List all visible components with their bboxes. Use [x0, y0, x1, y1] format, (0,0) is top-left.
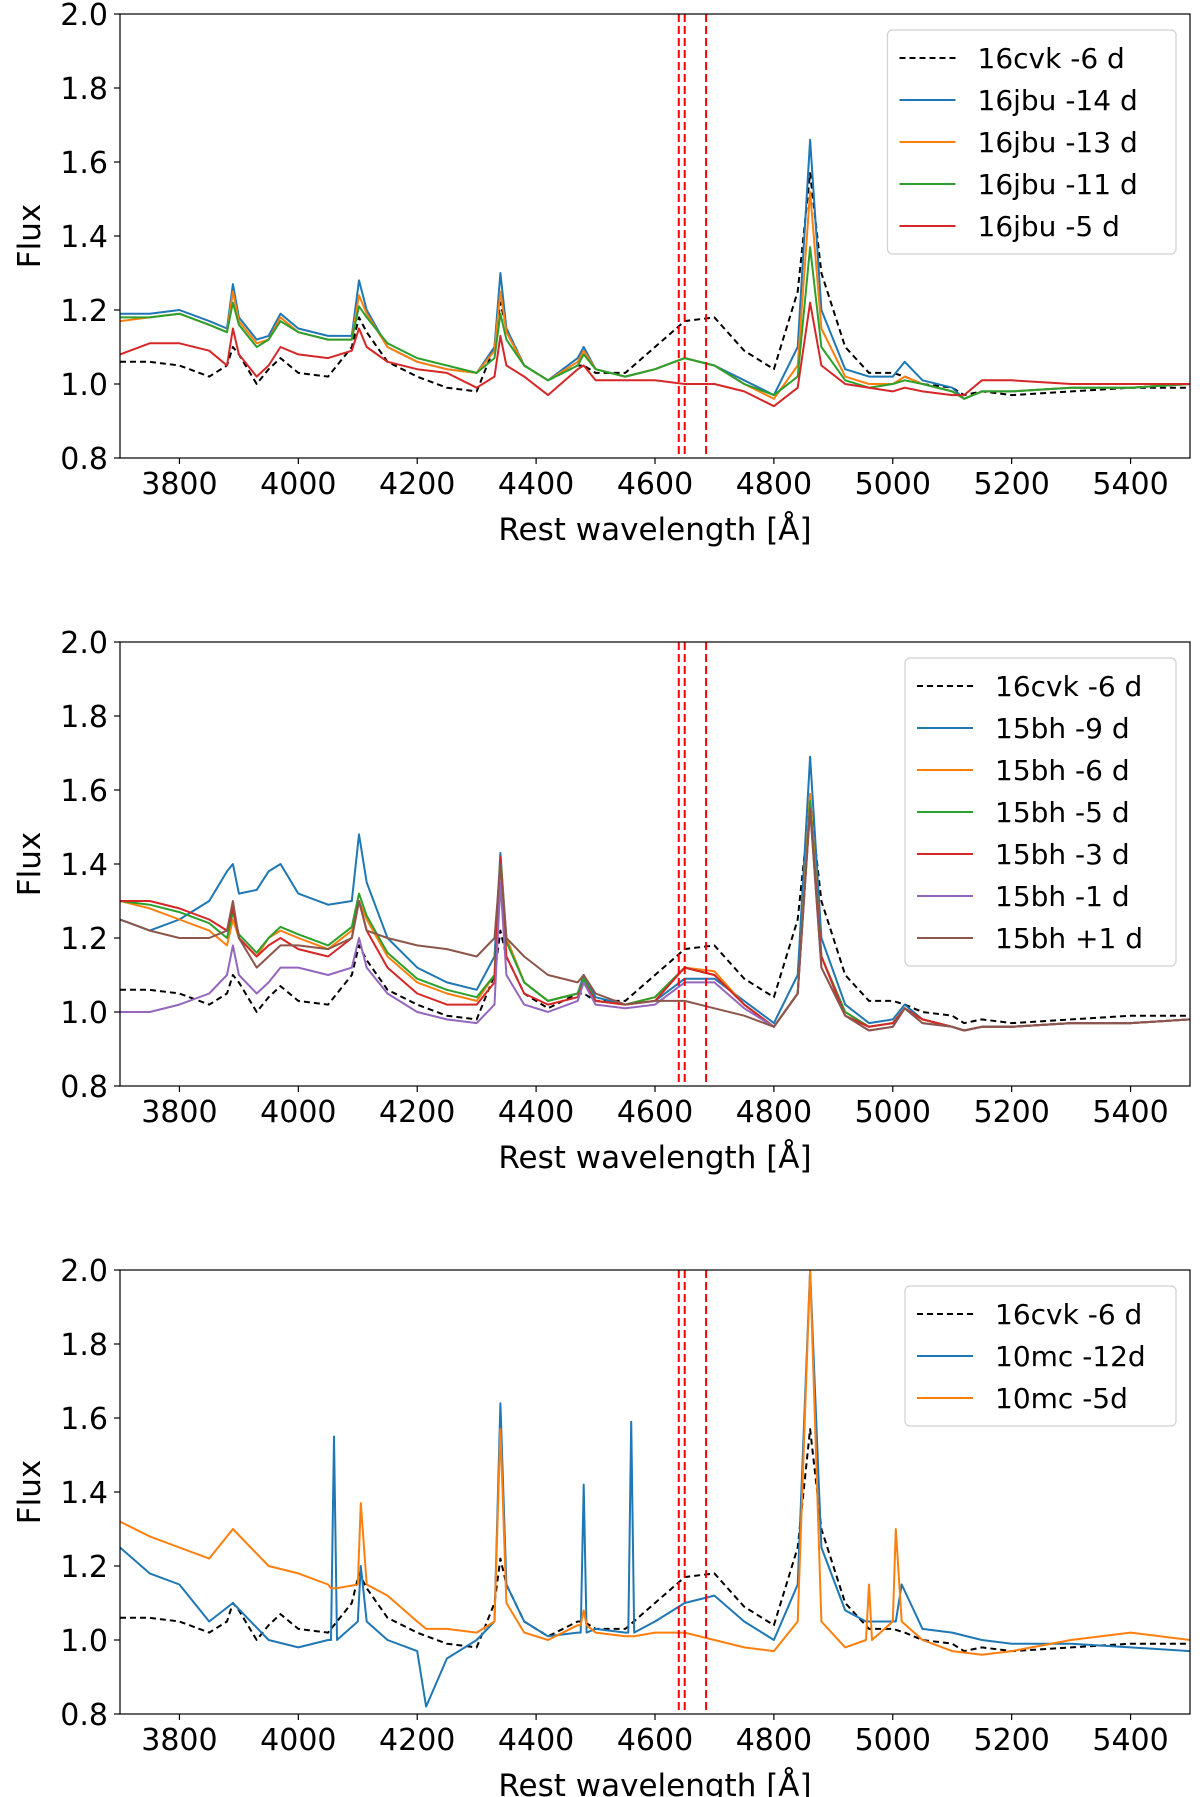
plot-area	[120, 642, 1190, 1086]
series-line-16jbu-14-d	[120, 138, 1190, 400]
legend-label: 10mc -12d	[995, 1340, 1146, 1373]
y-tick-label: 2.0	[60, 1254, 108, 1289]
x-tick-label: 4800	[736, 467, 812, 502]
legend-label: 16cvk -6 d	[995, 1298, 1142, 1331]
x-tick-label: 4600	[617, 467, 693, 502]
x-tick-label: 5400	[1092, 1723, 1168, 1758]
plot-area	[120, 1270, 1190, 1714]
chart-panel-2: 3800 4000 4200 4400 4600 4800 5000 5200 5400 0.8 1…	[12, 626, 1191, 1176]
y-tick-label: 1.0	[60, 368, 108, 403]
legend-label: 16jbu -5 d	[978, 210, 1120, 243]
x-tick-label: 3800	[141, 1095, 217, 1130]
y-tick-label: 2.0	[60, 626, 108, 661]
x-tick-label: 5200	[973, 467, 1049, 502]
y-tick-label: 1.4	[60, 848, 108, 883]
legend-label: 10mc -5d	[995, 1382, 1128, 1415]
x-axis-label: Rest wavelength [Å]	[498, 1768, 811, 1797]
y-axis-label: Flux	[12, 204, 48, 268]
legend-label: 16cvk -6 d	[995, 670, 1142, 703]
series-line-16jbu-11-d	[120, 246, 1190, 400]
x-tick-label: 5000	[855, 467, 931, 502]
series-line-10mc-5d	[120, 1270, 1190, 1656]
x-tick-label: 4000	[260, 1723, 336, 1758]
x-tick-label: 4000	[260, 467, 336, 502]
legend: 16cvk -6 d 16jbu -14 d 16jbu -13 d 16jbu -1…	[886, 29, 1177, 255]
y-tick-label: 1.8	[60, 700, 108, 735]
y-tick-label: 1.2	[60, 1550, 108, 1585]
x-tick-label: 4600	[617, 1095, 693, 1130]
legend-box	[904, 1285, 1177, 1427]
x-tick-label: 4400	[498, 1723, 574, 1758]
legend: 16cvk -6 d 10mc -12d 10mc -5d	[904, 1285, 1177, 1427]
legend-label: 16jbu -11 d	[978, 168, 1138, 201]
x-tick-label: 3800	[141, 1723, 217, 1758]
y-tick-label: 0.8	[60, 442, 108, 477]
legend-label: 15bh -6 d	[995, 754, 1130, 787]
x-tick-label: 4000	[260, 1095, 336, 1130]
plot-area	[120, 14, 1190, 458]
x-tick-label: 4200	[379, 467, 455, 502]
legend-label: 15bh -3 d	[995, 838, 1130, 871]
series-line-16cvk-6-d	[120, 1428, 1190, 1653]
y-tick-label: 1.2	[60, 922, 108, 957]
legend-label: 16cvk -6 d	[978, 42, 1125, 75]
legend-label: 15bh +1 d	[995, 922, 1143, 955]
y-axis-label: Flux	[12, 1460, 48, 1524]
x-tick-label: 5000	[855, 1095, 931, 1130]
series-line-16jbu-5-d	[120, 301, 1190, 408]
x-tick-label: 4600	[617, 1723, 693, 1758]
x-tick-label: 3800	[141, 467, 217, 502]
y-tick-label: 1.6	[60, 1402, 108, 1437]
y-tick-label: 2.0	[60, 0, 108, 33]
x-tick-label: 4400	[498, 1095, 574, 1130]
y-tick-label: 1.4	[60, 1476, 108, 1511]
y-tick-label: 1.6	[60, 146, 108, 181]
legend-box	[904, 657, 1177, 967]
legend-box	[886, 29, 1177, 255]
x-tick-label: 4200	[379, 1723, 455, 1758]
y-tick-label: 1.0	[60, 1624, 108, 1659]
x-tick-label: 5000	[855, 1723, 931, 1758]
legend-label: 16jbu -14 d	[978, 84, 1138, 117]
legend-label: 15bh -1 d	[995, 880, 1130, 913]
y-tick-label: 1.2	[60, 294, 108, 329]
y-tick-label: 1.8	[60, 72, 108, 107]
y-tick-label: 1.0	[60, 996, 108, 1031]
legend: 16cvk -6 d 15bh -9 d 15bh -6 d 15bh -5 d 15b…	[904, 657, 1177, 967]
chart-panel-3: 3800 4000 4200 4400 4600 4800 5000 5200 5400 0.8 1…	[12, 1254, 1191, 1797]
y-axis-label: Flux	[12, 832, 48, 896]
y-tick-label: 1.6	[60, 774, 108, 809]
x-tick-label: 4200	[379, 1095, 455, 1130]
x-axis-label: Rest wavelength [Å]	[498, 512, 811, 548]
x-tick-label: 5200	[973, 1723, 1049, 1758]
x-tick-label: 5200	[973, 1095, 1049, 1130]
x-tick-label: 4400	[498, 467, 574, 502]
chart-panel-1: 3800 4000 4200 4400 4600 4800 5000 5200 5400 0.8 1…	[12, 0, 1191, 548]
y-tick-label: 0.8	[60, 1070, 108, 1105]
legend-label: 15bh -9 d	[995, 712, 1130, 745]
series-line-15bh-1-d	[120, 807, 1190, 1032]
x-tick-label: 4800	[736, 1723, 812, 1758]
x-axis-label: Rest wavelength [Å]	[498, 1140, 811, 1176]
x-tick-label: 5400	[1092, 1095, 1168, 1130]
y-tick-label: 0.8	[60, 1698, 108, 1733]
legend-label: 15bh -5 d	[995, 796, 1130, 829]
y-tick-label: 1.4	[60, 220, 108, 255]
y-tick-label: 1.8	[60, 1328, 108, 1363]
x-tick-label: 5400	[1092, 467, 1168, 502]
x-tick-label: 4800	[736, 1095, 812, 1130]
legend-label: 16jbu -13 d	[978, 126, 1138, 159]
